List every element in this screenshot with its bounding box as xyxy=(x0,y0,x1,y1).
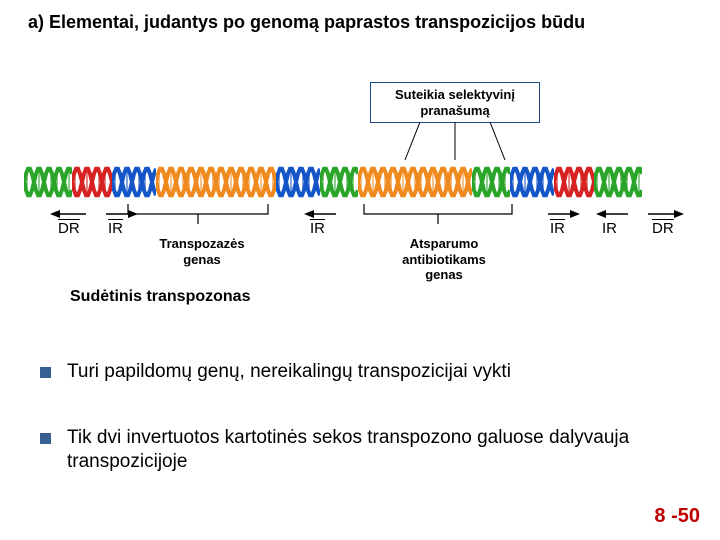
repeat-labels-row: DR IR IR IR IR DR xyxy=(24,210,696,236)
transposase-gene-label: Transpozazės genas xyxy=(152,236,252,267)
bullet-marker-icon xyxy=(40,433,51,444)
callout-line2: pranašumą xyxy=(381,103,529,119)
repeat-arrow xyxy=(644,208,684,220)
dna-segment xyxy=(472,165,510,199)
repeat-label: DR xyxy=(652,220,674,237)
dna-segment xyxy=(156,165,276,199)
bullet-marker-icon xyxy=(40,367,51,378)
callout-box: Suteikia selektyvinį pranašumą xyxy=(370,82,540,123)
repeat-arrow xyxy=(50,208,90,220)
repeat-label: DR xyxy=(58,220,80,237)
dna-segment xyxy=(276,165,320,199)
composite-transposon-label: Sudėtinis transpozonas xyxy=(70,288,250,306)
dna-segment xyxy=(510,165,554,199)
repeat-arrow xyxy=(596,208,632,220)
bullet-text: Tik dvi invertuotos kartotinės sekos tra… xyxy=(67,426,700,474)
label-line: genas xyxy=(394,267,494,283)
label-line: antibiotikams xyxy=(394,252,494,268)
label-line: Atsparumo xyxy=(394,236,494,252)
repeat-arrow xyxy=(544,208,580,220)
dna-segment xyxy=(358,165,472,199)
page-number: 8 -50 xyxy=(654,505,700,528)
resistance-gene-label: Atsparumo antibiotikams genas xyxy=(394,236,494,283)
repeat-label: IR xyxy=(310,220,325,237)
repeat-label: IR xyxy=(550,220,565,237)
repeat-arrow xyxy=(102,208,138,220)
bullet-item: Tik dvi invertuotos kartotinės sekos tra… xyxy=(40,426,700,474)
dna-segment xyxy=(594,165,642,199)
dna-segment xyxy=(72,165,112,199)
dna-segment xyxy=(24,165,72,199)
repeat-arrow xyxy=(304,208,340,220)
callout-line1: Suteikia selektyvinį xyxy=(381,87,529,103)
bullet-list: Turi papildomų genų, nereikalingų transp… xyxy=(40,360,700,515)
dna-segment xyxy=(320,165,358,199)
bullet-item: Turi papildomų genų, nereikalingų transp… xyxy=(40,360,700,384)
slide-title: a) Elementai, judantys po genomą paprast… xyxy=(28,12,585,33)
label-line: Transpozazės xyxy=(152,236,252,252)
dna-helix xyxy=(24,160,696,204)
repeat-label: IR xyxy=(602,220,617,237)
label-line: genas xyxy=(152,252,252,268)
dna-segment xyxy=(112,165,156,199)
repeat-label: IR xyxy=(108,220,123,237)
dna-segment xyxy=(554,165,594,199)
bullet-text: Turi papildomų genų, nereikalingų transp… xyxy=(67,360,511,384)
